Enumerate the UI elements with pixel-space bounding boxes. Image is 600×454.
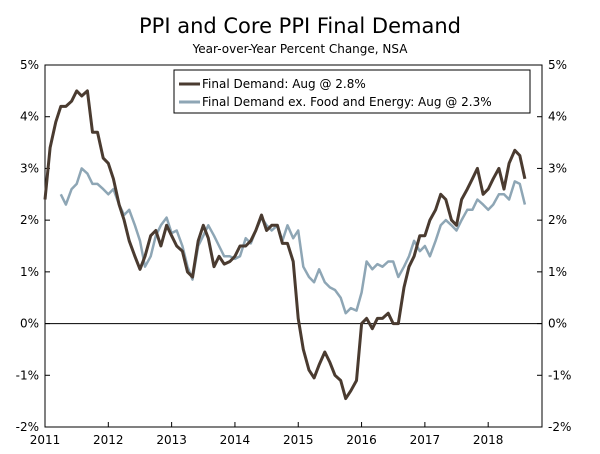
y-tick-label-left: -2%: [16, 420, 39, 434]
x-tick-label: 2012: [93, 433, 124, 447]
legend-box: [173, 69, 531, 114]
y-tick-label-right: 0%: [548, 317, 567, 331]
y-tick-label-left: -1%: [16, 368, 39, 382]
y-tick-label-left: 0%: [20, 317, 39, 331]
chart-title: PPI and Core PPI Final Demand: [139, 14, 461, 38]
final-demand-line: [43, 89, 527, 401]
y-tick-label-right: 1%: [548, 265, 567, 279]
x-tick-label: 2011: [30, 433, 61, 447]
x-tick-label: 2016: [346, 433, 377, 447]
y-tick-label-right: -1%: [548, 368, 571, 382]
x-tick-label: 2014: [220, 433, 251, 447]
y-tick-label-right: 5%: [548, 58, 567, 72]
y-tick-label-left: 2%: [20, 213, 39, 227]
x-tick-label: 2013: [156, 433, 187, 447]
y-tick-label-right: 2%: [548, 213, 567, 227]
plot-frame: [44, 64, 543, 428]
y-tick-label-right: 4%: [548, 110, 567, 124]
legend-entry-core-final-demand: Final Demand ex. Food and Energy: Aug @ …: [202, 95, 492, 109]
y-tick-label-left: 1%: [20, 265, 39, 279]
y-tick-label-left: 3%: [20, 161, 39, 175]
x-tick-label: 2018: [473, 433, 504, 447]
legend-entry-final-demand: Final Demand: Aug @ 2.8%: [202, 77, 366, 91]
chart-subtitle: Year-over-Year Percent Change, NSA: [192, 42, 408, 56]
y-tick-label-left: 5%: [20, 58, 39, 72]
y-tick-label-right: -2%: [548, 420, 571, 434]
y-tick-label-left: 4%: [20, 110, 39, 124]
core-final-demand-line: [59, 167, 527, 315]
x-tick-label: 2017: [410, 433, 441, 447]
x-tick-label: 2015: [283, 433, 314, 447]
y-tick-label-right: 3%: [548, 161, 567, 175]
